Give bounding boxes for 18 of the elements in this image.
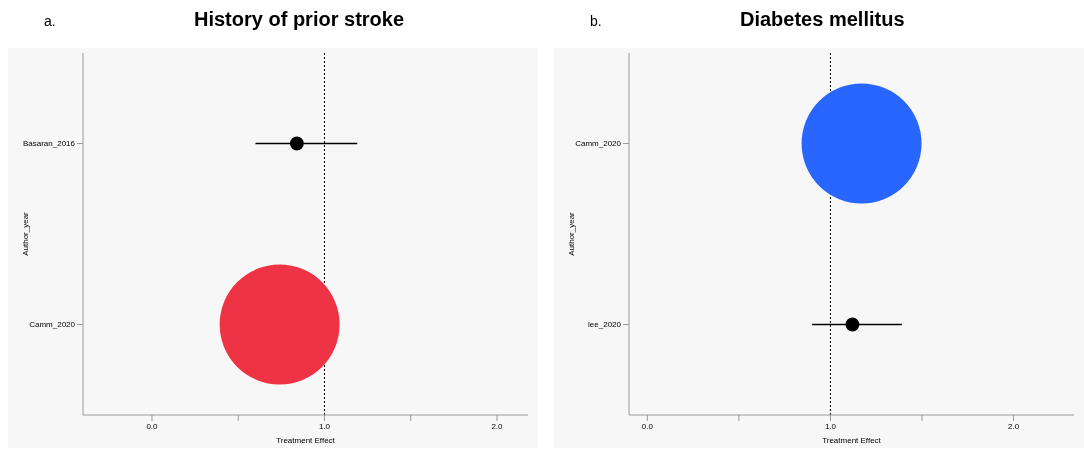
x-tick-label: 2.0 [491,421,504,431]
x-tick-label: 2.0 [1008,421,1020,431]
x-tick-label: 1.0 [318,421,331,431]
y-tick-label: Camm_2020 [29,320,76,330]
x-axis-title: Treatment Effect [276,436,336,445]
y-tick-label: Camm_2020 [575,139,622,149]
chart-title: History of prior stroke [194,8,405,31]
chart-title: Diabetes mellitus [740,8,905,31]
y-tick-label: lee_2020 [588,320,622,330]
y-tick-label: Basaran_2016 [22,139,76,149]
x-axis-title: Treatment Effect [822,436,882,445]
y-axis-title: Author_year [20,211,30,256]
x-tick-label: 0.0 [146,421,159,431]
text: b. [590,13,603,29]
text: a. [44,13,57,29]
x-tick-label: 0.0 [641,421,654,431]
x-tick-label: 1.0 [824,421,837,431]
y-axis-title: Author_year [566,211,576,256]
